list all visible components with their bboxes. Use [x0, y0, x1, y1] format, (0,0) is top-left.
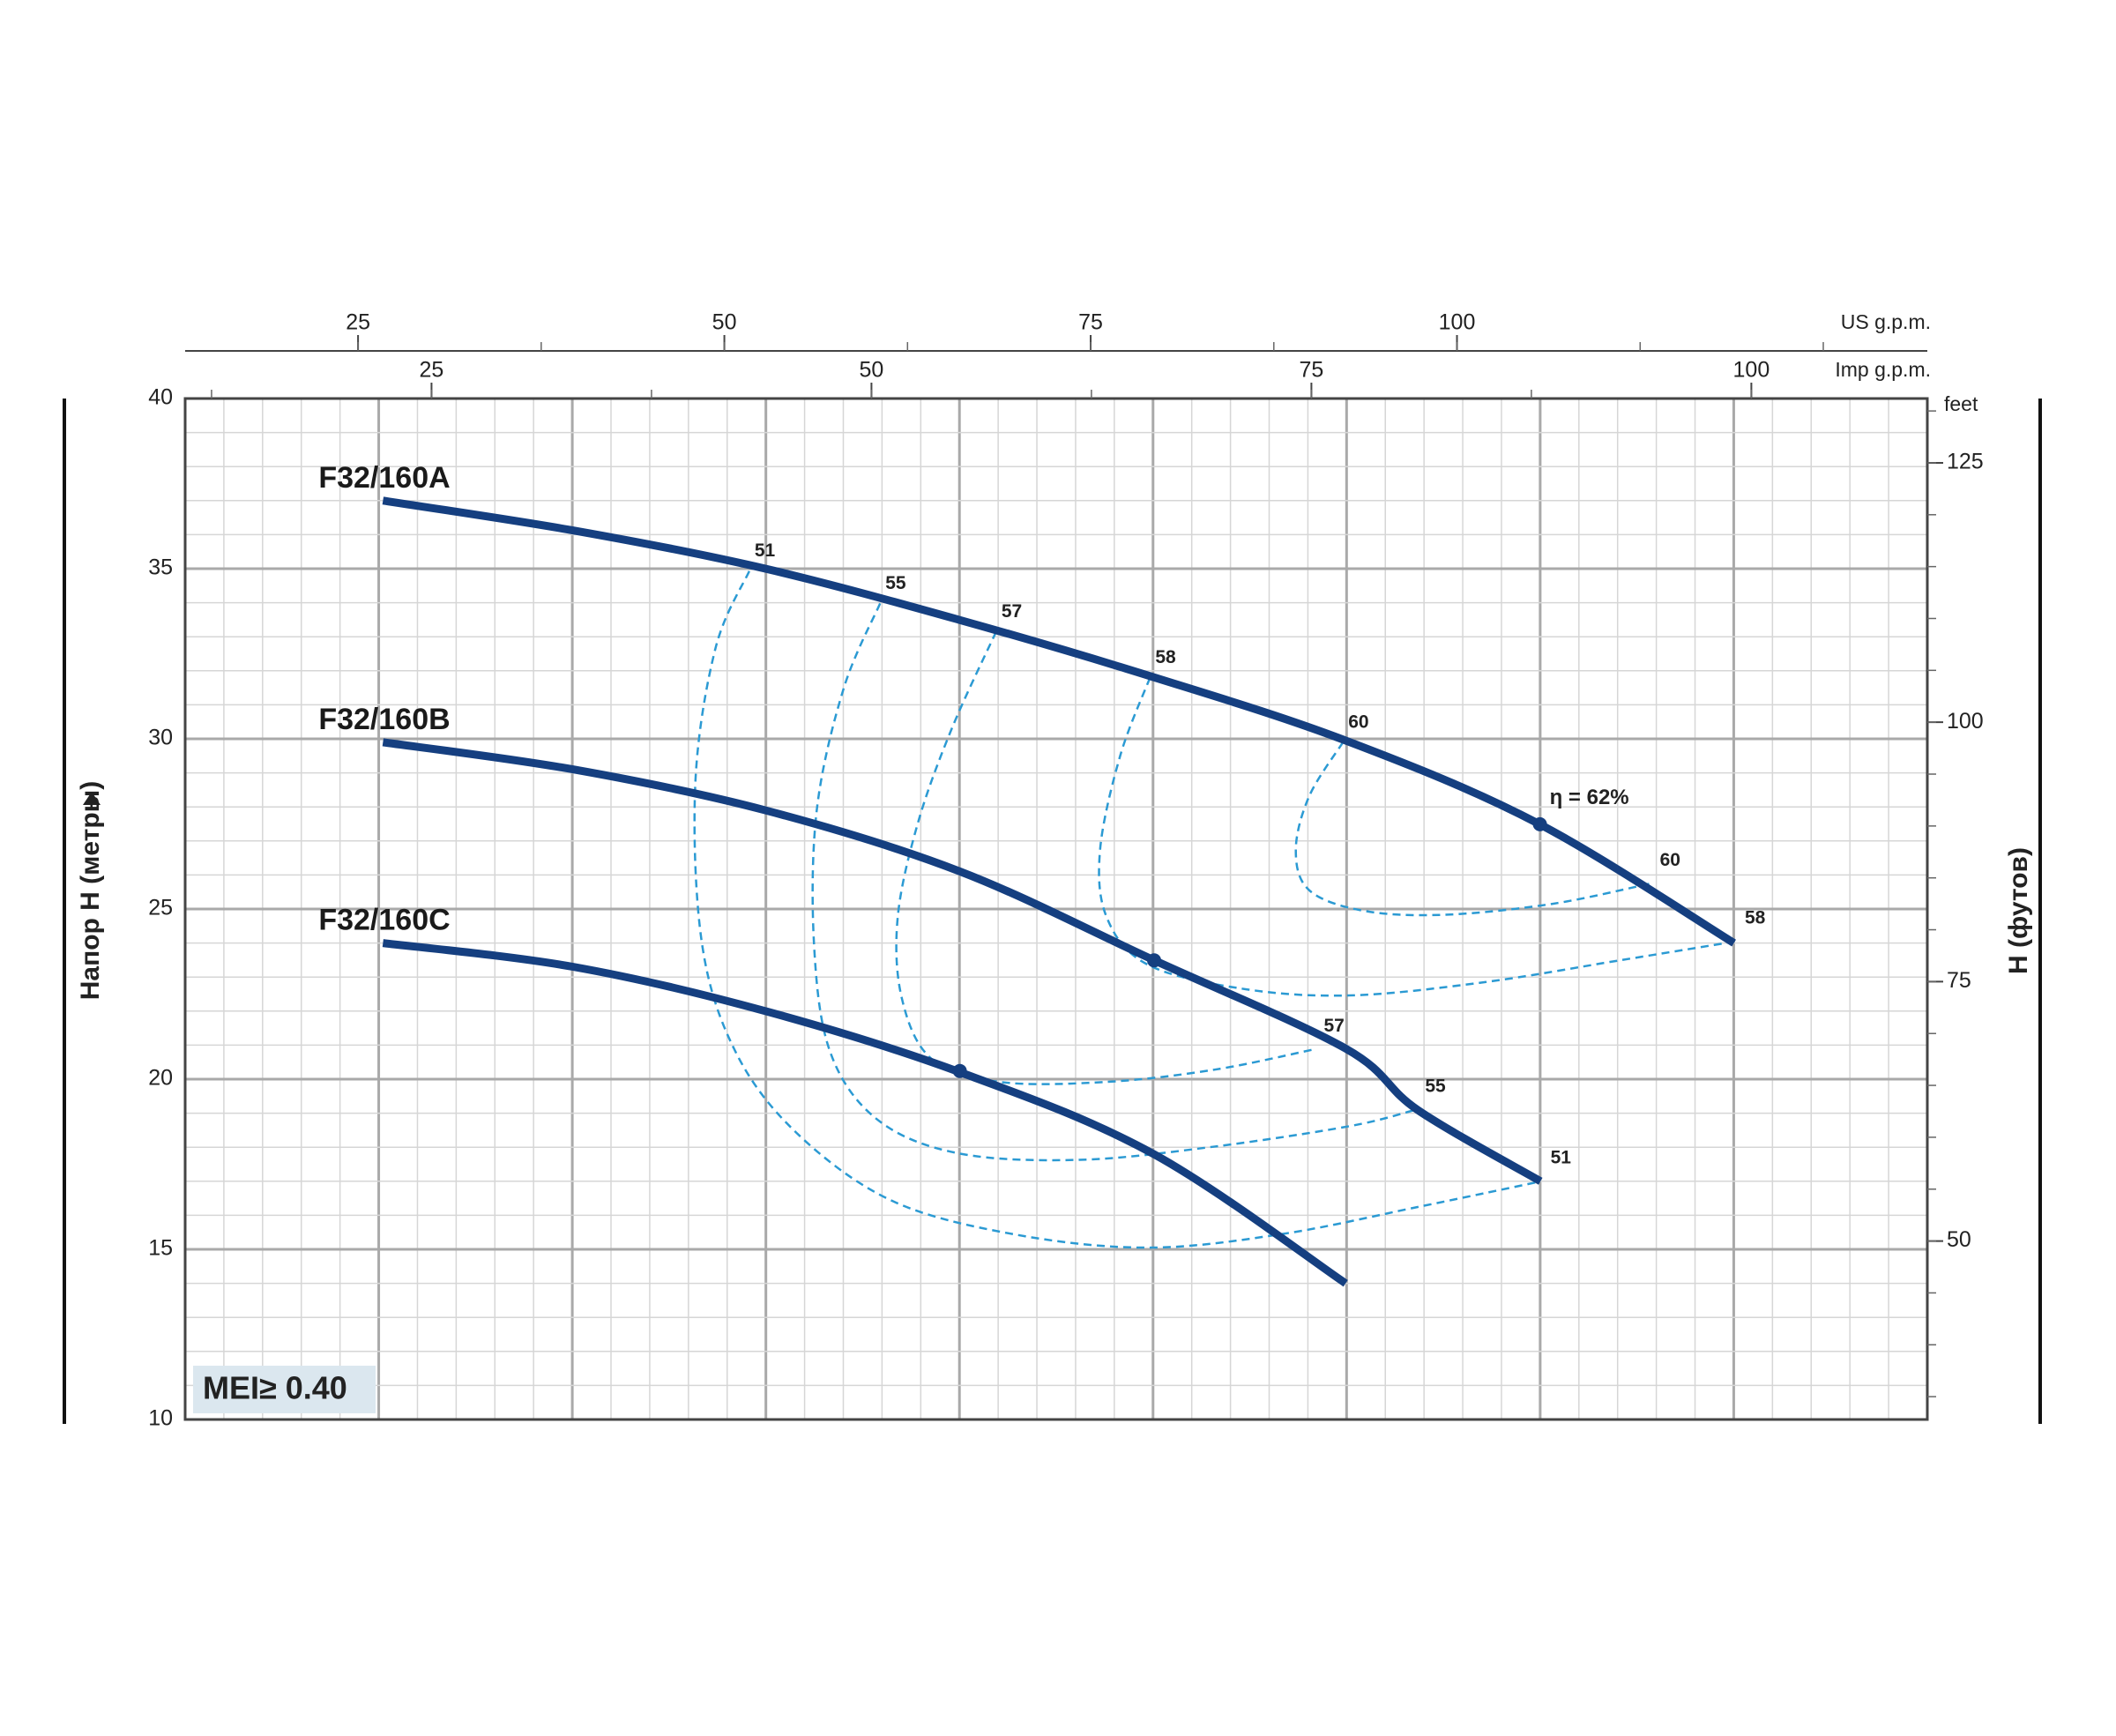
- x-tick-label: 75: [1078, 310, 1103, 335]
- x-axis-title: US g.p.m.: [1841, 310, 1931, 333]
- efficiency-label: 58: [1155, 647, 1176, 667]
- curve-name: F32/160C: [318, 904, 450, 937]
- efficiency-curve: [693, 570, 1540, 1249]
- x2-tick-label: 100: [1733, 358, 1770, 383]
- efficiency-label: 60: [1348, 712, 1368, 732]
- plot-frame: [183, 397, 1929, 1421]
- curve-name: F32/160B: [318, 703, 450, 736]
- y-tick-label: 35: [148, 555, 173, 580]
- x-tick-label: 100: [1439, 310, 1476, 335]
- y-tick-label: 15: [148, 1236, 173, 1261]
- badge-box: [193, 1366, 376, 1413]
- y2-unit: feet: [1944, 392, 1978, 415]
- x2-tick-label: 25: [420, 358, 444, 383]
- axis-arrow: [83, 792, 101, 805]
- best-point: [1147, 953, 1162, 968]
- y2-tick-label: 50: [1947, 1227, 1971, 1252]
- y2-axis-title: H (футов): [2004, 847, 2033, 974]
- efficiency-curve: [1098, 677, 1735, 997]
- badge: MEI≥ 0.40: [203, 1370, 347, 1406]
- x-tick-label: 25: [346, 310, 370, 335]
- y-tick-label: 40: [148, 385, 173, 410]
- efficiency-label: 57: [1323, 1016, 1344, 1036]
- y2-tick-label: 100: [1947, 709, 1984, 734]
- y-tick-label: 10: [148, 1406, 173, 1431]
- efficiency-label: 55: [1425, 1077, 1446, 1097]
- efficiency-curve: [1294, 741, 1650, 917]
- curve-name: F32/160A: [318, 461, 450, 495]
- efficiency-label: 60: [1660, 850, 1680, 870]
- best-point: [952, 1063, 967, 1078]
- efficiency-curve: [895, 630, 1314, 1085]
- efficiency-label: 51: [1551, 1148, 1572, 1168]
- efficiency-label: 58: [1745, 908, 1766, 928]
- y-axis-title: Напор H (метры): [76, 781, 105, 1001]
- x2-tick-label: 75: [1300, 358, 1324, 383]
- pump-curve: [382, 738, 1543, 1185]
- peak-label: η = 62%: [1550, 786, 1629, 809]
- y2-tick-label: 125: [1947, 450, 1984, 474]
- efficiency-curve: [811, 602, 1415, 1162]
- efficiency-label: 51: [755, 540, 776, 561]
- y-tick-label: 25: [148, 896, 173, 920]
- y-tick-label: 30: [148, 726, 173, 750]
- efficiency-label: 55: [885, 573, 906, 593]
- y2-tick-label: 75: [1947, 968, 1971, 993]
- best-point: [1532, 816, 1547, 831]
- x2-tick-label: 50: [860, 358, 884, 383]
- efficiency-label: 57: [1002, 601, 1022, 622]
- x2-axis-title: Imp g.p.m.: [1835, 358, 1931, 381]
- pump-curve: [382, 496, 1736, 947]
- y-tick-label: 20: [148, 1066, 173, 1091]
- x-tick-label: 50: [712, 310, 737, 335]
- pump-curve: [382, 939, 1348, 1287]
